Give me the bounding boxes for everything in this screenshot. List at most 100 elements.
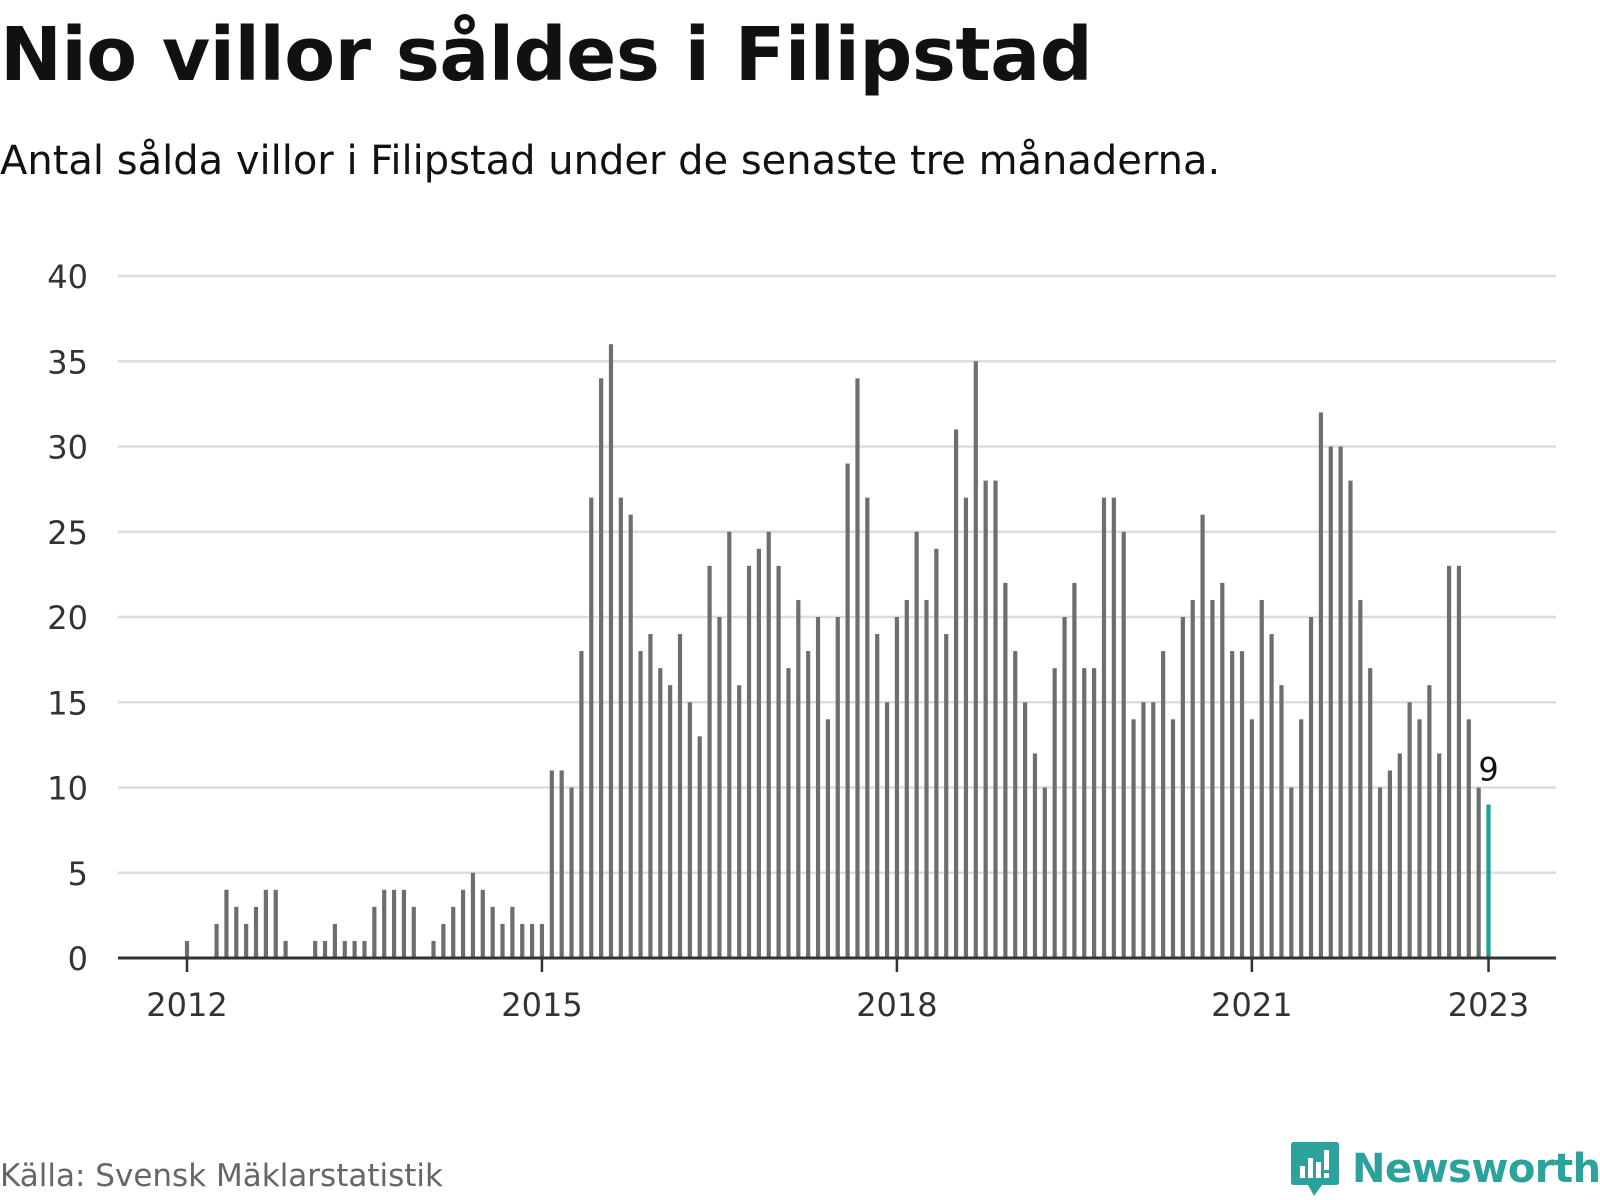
- bar: [1023, 702, 1028, 958]
- bar: [1042, 787, 1047, 958]
- bar: [470, 872, 476, 958]
- bar: [993, 480, 998, 958]
- bar: [411, 906, 416, 958]
- bar: [1013, 651, 1018, 958]
- bar: [313, 940, 318, 958]
- bar: [717, 617, 722, 958]
- bar: [668, 685, 673, 958]
- bar: [865, 497, 870, 958]
- bar: [875, 634, 880, 958]
- bar: [766, 531, 771, 958]
- bar: [727, 531, 732, 958]
- bar: [707, 565, 712, 958]
- x-axis-ticks: 2012 2015 2018 2021 2023: [146, 958, 1529, 1024]
- bar: [1299, 719, 1304, 958]
- bar: [786, 668, 791, 958]
- bar: [835, 617, 840, 958]
- bar: [953, 429, 959, 958]
- bar: [1210, 599, 1215, 958]
- bar: [924, 599, 929, 958]
- bar: [1003, 582, 1008, 958]
- bar: [1220, 582, 1225, 958]
- bar: [401, 889, 407, 958]
- bar: [1269, 634, 1274, 958]
- bar: [806, 651, 811, 958]
- bar: [382, 889, 387, 958]
- bar: [451, 906, 456, 958]
- bar: [628, 514, 633, 958]
- x-tick-label: 2021: [1211, 986, 1292, 1024]
- x-tick-label: 2012: [146, 986, 227, 1024]
- bar: [391, 889, 397, 958]
- bar: [1200, 514, 1205, 958]
- bar: [1190, 599, 1195, 958]
- bar: [1121, 531, 1126, 958]
- bar: [530, 923, 535, 958]
- y-tick-label: 20: [47, 599, 88, 637]
- bar-chart: 0 5 10 15 20 25 30 35 40 2012 2015 2018 2021 2023 9: [47, 258, 1556, 1024]
- bar: [1427, 685, 1432, 958]
- bar: [234, 906, 239, 958]
- bar: [648, 634, 653, 958]
- bar: [253, 906, 259, 958]
- bar: [549, 770, 554, 958]
- bar: [1358, 599, 1363, 958]
- bar: [1161, 651, 1166, 958]
- bar: [184, 940, 190, 958]
- bar: [480, 889, 485, 958]
- bar: [244, 923, 249, 958]
- bar: [1180, 617, 1185, 958]
- bar: [1318, 412, 1323, 958]
- bar: [845, 463, 850, 958]
- bar: [618, 497, 623, 958]
- bar: [776, 565, 781, 958]
- bar: [224, 889, 229, 958]
- bar: [1230, 651, 1235, 958]
- bar: [1368, 668, 1373, 958]
- bar: [746, 565, 752, 958]
- bar: [322, 940, 328, 958]
- bar: [1032, 753, 1038, 958]
- bar: [1052, 668, 1057, 958]
- bar: [884, 702, 890, 958]
- bar: [342, 940, 347, 958]
- bar: [914, 531, 919, 958]
- bar: [1446, 565, 1452, 958]
- bar: [1348, 480, 1353, 958]
- bar: [372, 906, 377, 958]
- bar: [1082, 668, 1087, 958]
- y-tick-label: 35: [47, 343, 88, 381]
- bar: [1092, 668, 1097, 958]
- bar: [510, 906, 515, 958]
- bar: [569, 787, 574, 958]
- y-tick-label: 5: [68, 855, 88, 893]
- bar: [1111, 497, 1116, 958]
- bar: [431, 940, 436, 958]
- bar: [332, 923, 337, 958]
- highlight-bar: [1486, 804, 1491, 958]
- newsworthy-logo-icon: [1291, 1142, 1339, 1196]
- bar: [441, 923, 446, 958]
- bar: [963, 497, 969, 958]
- bar: [983, 480, 988, 958]
- bar: [1141, 702, 1146, 958]
- bar: [559, 770, 564, 958]
- bar: [1308, 617, 1314, 958]
- bar: [1338, 446, 1343, 958]
- bar: [934, 548, 939, 958]
- bar: [539, 923, 545, 958]
- bar: [579, 651, 584, 958]
- bar: [273, 889, 278, 958]
- bar: [1466, 719, 1471, 958]
- bar: [815, 617, 821, 958]
- bar: [973, 361, 978, 958]
- bar: [1377, 787, 1383, 958]
- highlight-value-label: 9: [1478, 751, 1498, 789]
- bar: [1259, 599, 1264, 958]
- bar: [697, 736, 702, 958]
- x-tick-label: 2023: [1448, 986, 1529, 1024]
- bar: [1239, 651, 1245, 958]
- bar: [894, 617, 900, 958]
- chart-title: Nio villor såldes i Filipstad: [0, 12, 1093, 98]
- data-labels: 9: [1475, 748, 1501, 792]
